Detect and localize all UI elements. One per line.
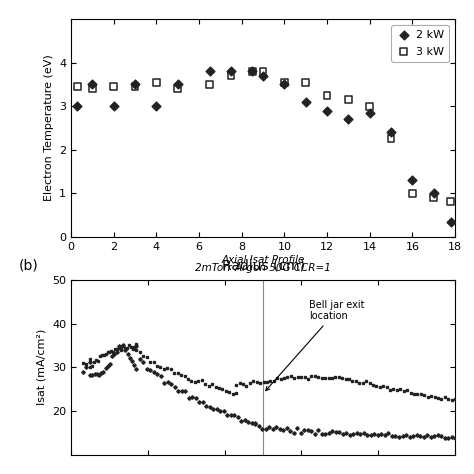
Text: Axial Isat Profile: Axial Isat Profile bbox=[221, 255, 305, 265]
Text: Bell jar exit
location: Bell jar exit location bbox=[266, 300, 365, 391]
3 kW bbox=[345, 96, 352, 103]
2 kW bbox=[131, 81, 139, 88]
Legend: 2 kW, 3 kW: 2 kW, 3 kW bbox=[392, 25, 449, 62]
2 kW bbox=[174, 81, 182, 88]
3 kW bbox=[228, 72, 235, 80]
3 kW bbox=[430, 194, 438, 201]
3 kW bbox=[366, 102, 374, 110]
2 kW bbox=[387, 128, 395, 136]
3 kW bbox=[302, 78, 310, 86]
3 kW bbox=[409, 190, 416, 197]
2 kW bbox=[447, 218, 455, 226]
2 kW bbox=[206, 67, 213, 75]
3 kW bbox=[259, 67, 267, 75]
2 kW bbox=[409, 176, 416, 184]
2 kW bbox=[302, 98, 310, 106]
2 kW bbox=[366, 109, 374, 117]
Text: (b): (b) bbox=[19, 258, 39, 273]
2 kW bbox=[281, 81, 288, 88]
Y-axis label: Isat (mA/cm²): Isat (mA/cm²) bbox=[36, 329, 46, 405]
3 kW bbox=[131, 83, 139, 91]
2 kW bbox=[259, 72, 267, 80]
3 kW bbox=[387, 135, 395, 143]
3 kW bbox=[174, 85, 182, 92]
2 kW bbox=[228, 67, 235, 75]
Text: 2mTorr Argon 50G CCR=1: 2mTorr Argon 50G CCR=1 bbox=[195, 263, 331, 273]
Y-axis label: Electron Temperature (eV): Electron Temperature (eV) bbox=[44, 55, 54, 201]
3 kW bbox=[89, 85, 96, 92]
3 kW bbox=[323, 91, 331, 99]
3 kW bbox=[447, 198, 455, 205]
3 kW bbox=[110, 83, 118, 91]
2 kW bbox=[73, 102, 82, 110]
Text: Radius (cm): Radius (cm) bbox=[221, 258, 305, 273]
2 kW bbox=[430, 190, 438, 197]
2 kW bbox=[345, 116, 352, 123]
2 kW bbox=[248, 67, 256, 75]
3 kW bbox=[153, 78, 160, 86]
3 kW bbox=[206, 81, 213, 88]
2 kW bbox=[153, 102, 160, 110]
3 kW bbox=[248, 67, 256, 75]
3 kW bbox=[73, 83, 82, 91]
3 kW bbox=[281, 78, 288, 86]
2 kW bbox=[110, 102, 118, 110]
2 kW bbox=[89, 81, 96, 88]
2 kW bbox=[323, 107, 331, 114]
